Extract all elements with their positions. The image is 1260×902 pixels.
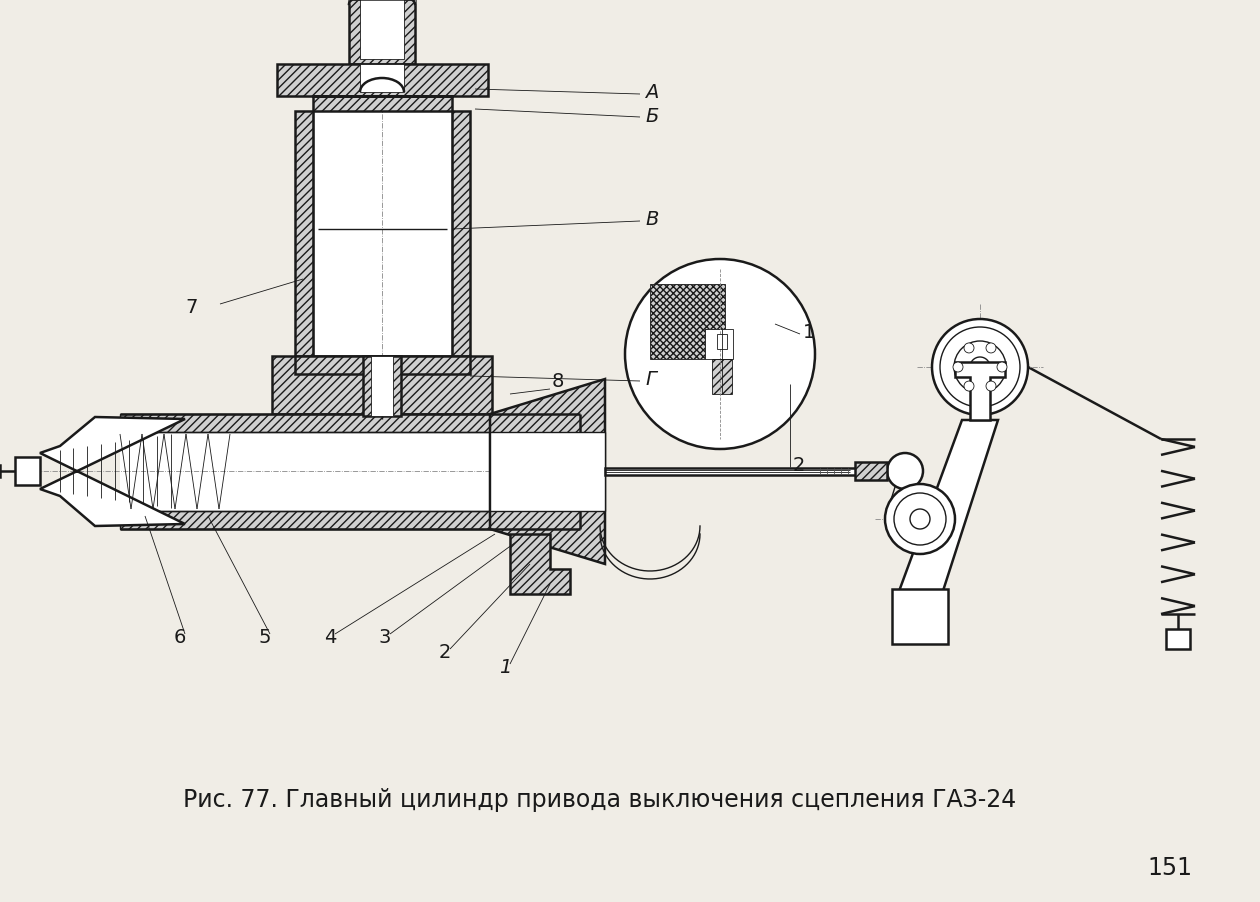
Text: 1: 1 bbox=[499, 658, 512, 676]
Bar bbox=[712, 360, 732, 394]
Bar bbox=[892, 589, 948, 644]
Text: Б: Б bbox=[645, 106, 659, 125]
Polygon shape bbox=[510, 534, 570, 594]
Circle shape bbox=[964, 344, 974, 354]
Bar bbox=[717, 335, 727, 350]
Bar bbox=[490, 433, 605, 511]
Circle shape bbox=[887, 454, 924, 490]
Bar bbox=[367, 356, 397, 415]
Polygon shape bbox=[349, 0, 415, 65]
Polygon shape bbox=[120, 511, 580, 529]
Circle shape bbox=[932, 319, 1028, 416]
Circle shape bbox=[895, 493, 946, 546]
Bar bbox=[360, 65, 404, 93]
Bar bbox=[706, 329, 733, 360]
Text: 6: 6 bbox=[174, 628, 186, 647]
Bar bbox=[15, 457, 40, 485]
Circle shape bbox=[625, 260, 815, 449]
Circle shape bbox=[954, 342, 1005, 393]
Text: В: В bbox=[645, 210, 659, 229]
Polygon shape bbox=[898, 420, 998, 594]
Circle shape bbox=[970, 357, 990, 378]
Polygon shape bbox=[277, 65, 488, 112]
Circle shape bbox=[987, 344, 995, 354]
Text: 8: 8 bbox=[552, 373, 564, 391]
Bar bbox=[360, 0, 404, 60]
Text: Рис. 77. Главный цилиндр привода выключения сцепления ГАЗ-24: Рис. 77. Главный цилиндр привода выключе… bbox=[184, 787, 1017, 811]
Circle shape bbox=[940, 327, 1021, 408]
Bar bbox=[312, 112, 452, 356]
Polygon shape bbox=[650, 285, 724, 360]
Bar bbox=[605, 468, 900, 475]
Text: А: А bbox=[645, 82, 659, 101]
Text: 4: 4 bbox=[324, 628, 336, 647]
Polygon shape bbox=[490, 380, 605, 565]
Polygon shape bbox=[295, 112, 312, 374]
Polygon shape bbox=[452, 112, 470, 374]
Circle shape bbox=[987, 382, 995, 391]
Bar bbox=[856, 463, 887, 481]
Text: Г: Г bbox=[645, 370, 656, 389]
Circle shape bbox=[910, 510, 930, 529]
Bar bbox=[363, 356, 401, 417]
Circle shape bbox=[964, 382, 974, 391]
Circle shape bbox=[997, 363, 1007, 373]
Circle shape bbox=[885, 484, 955, 555]
Text: 3: 3 bbox=[379, 628, 391, 647]
Polygon shape bbox=[40, 418, 185, 527]
Polygon shape bbox=[120, 415, 580, 433]
Bar bbox=[1166, 630, 1189, 649]
Text: 7: 7 bbox=[185, 299, 198, 318]
Text: 2: 2 bbox=[438, 643, 451, 662]
Polygon shape bbox=[955, 363, 1005, 420]
Bar bbox=[370, 356, 393, 417]
Bar bbox=[120, 433, 580, 511]
Polygon shape bbox=[272, 356, 491, 415]
Text: 5: 5 bbox=[258, 628, 271, 647]
Text: 2: 2 bbox=[793, 456, 805, 475]
Text: 151: 151 bbox=[1148, 855, 1192, 879]
Circle shape bbox=[953, 363, 963, 373]
Text: 1: 1 bbox=[803, 323, 815, 342]
Polygon shape bbox=[295, 356, 470, 374]
